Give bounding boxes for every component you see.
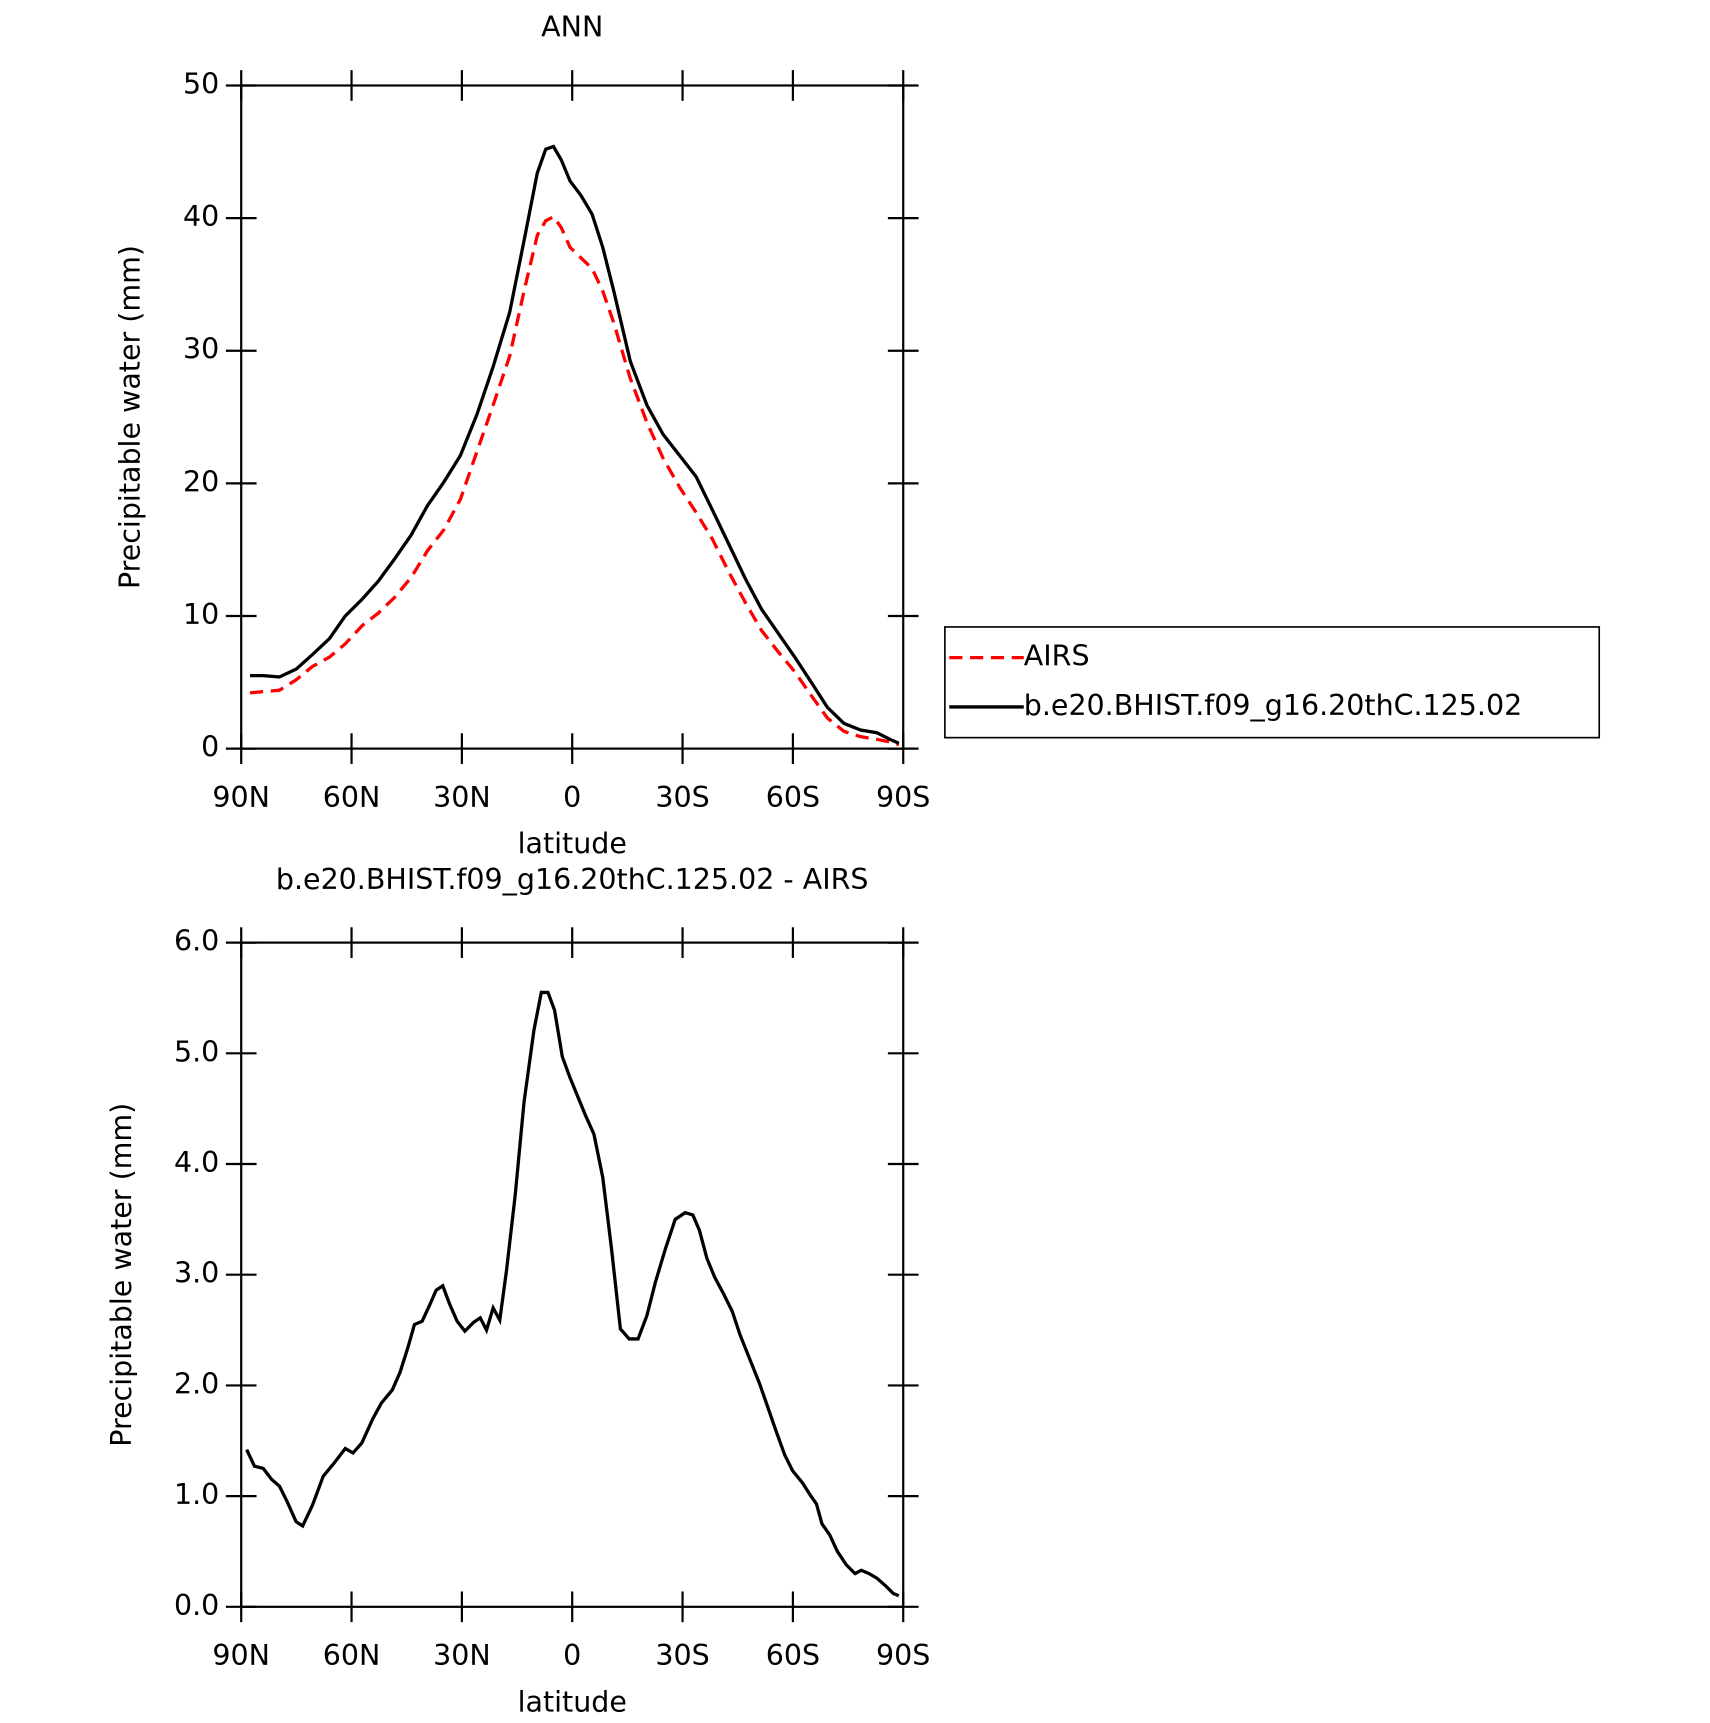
x-tick-label: 90S (876, 1639, 930, 1672)
x-axis-label: latitude (518, 827, 627, 860)
x-tick-label: 60S (766, 1639, 820, 1672)
plot-frame (240, 941, 905, 1608)
data-line (249, 214, 900, 747)
y-tick-label: 6.0 (174, 925, 219, 958)
x-tick-label: 0 (563, 781, 581, 814)
data-line (245, 990, 900, 1598)
y-tick-label: 0 (201, 731, 219, 764)
y-tick-label: 4.0 (174, 1146, 219, 1179)
x-tick-label: 90N (212, 781, 270, 814)
x-tick-label: 60N (323, 1639, 381, 1672)
x-tick-label: 90N (212, 1639, 270, 1672)
data-line (250, 144, 900, 745)
x-tick-label: 90S (876, 781, 930, 814)
y-tick-label: 20 (183, 465, 219, 498)
legend-box (944, 626, 1601, 739)
y-tick-label: 10 (183, 598, 219, 631)
x-tick-label: 30S (655, 1639, 709, 1672)
x-tick-label: 30S (655, 781, 709, 814)
y-tick-label: 40 (183, 200, 219, 233)
plot-frame (240, 84, 905, 750)
y-tick-label: 50 (183, 67, 219, 100)
x-tick-label: 60S (766, 781, 820, 814)
y-tick-label: 1.0 (174, 1478, 219, 1511)
y-tick-label: 5.0 (174, 1035, 219, 1068)
legend-label: AIRS (1024, 640, 1090, 673)
x-tick-label: 60N (323, 781, 381, 814)
y-tick-label: 2.0 (174, 1367, 219, 1400)
legend-label: b.e20.BHIST.f09_g16.20thC.125.02 (1024, 689, 1522, 722)
x-tick-label: 30N (433, 1639, 491, 1672)
y-axis-label: Precipitable water (mm) (105, 1103, 138, 1447)
y-axis-label: Precipitable water (mm) (114, 245, 147, 589)
y-tick-label: 0.0 (174, 1589, 219, 1622)
y-tick-label: 30 (183, 333, 219, 366)
chart-title: ANN (541, 10, 603, 43)
x-tick-label: 0 (563, 1639, 581, 1672)
x-tick-label: 30N (433, 781, 491, 814)
x-axis-label: latitude (518, 1685, 627, 1718)
chart-title: b.e20.BHIST.f09_g16.20thC.125.02 - AIRS (276, 863, 869, 896)
y-tick-label: 3.0 (174, 1257, 219, 1290)
